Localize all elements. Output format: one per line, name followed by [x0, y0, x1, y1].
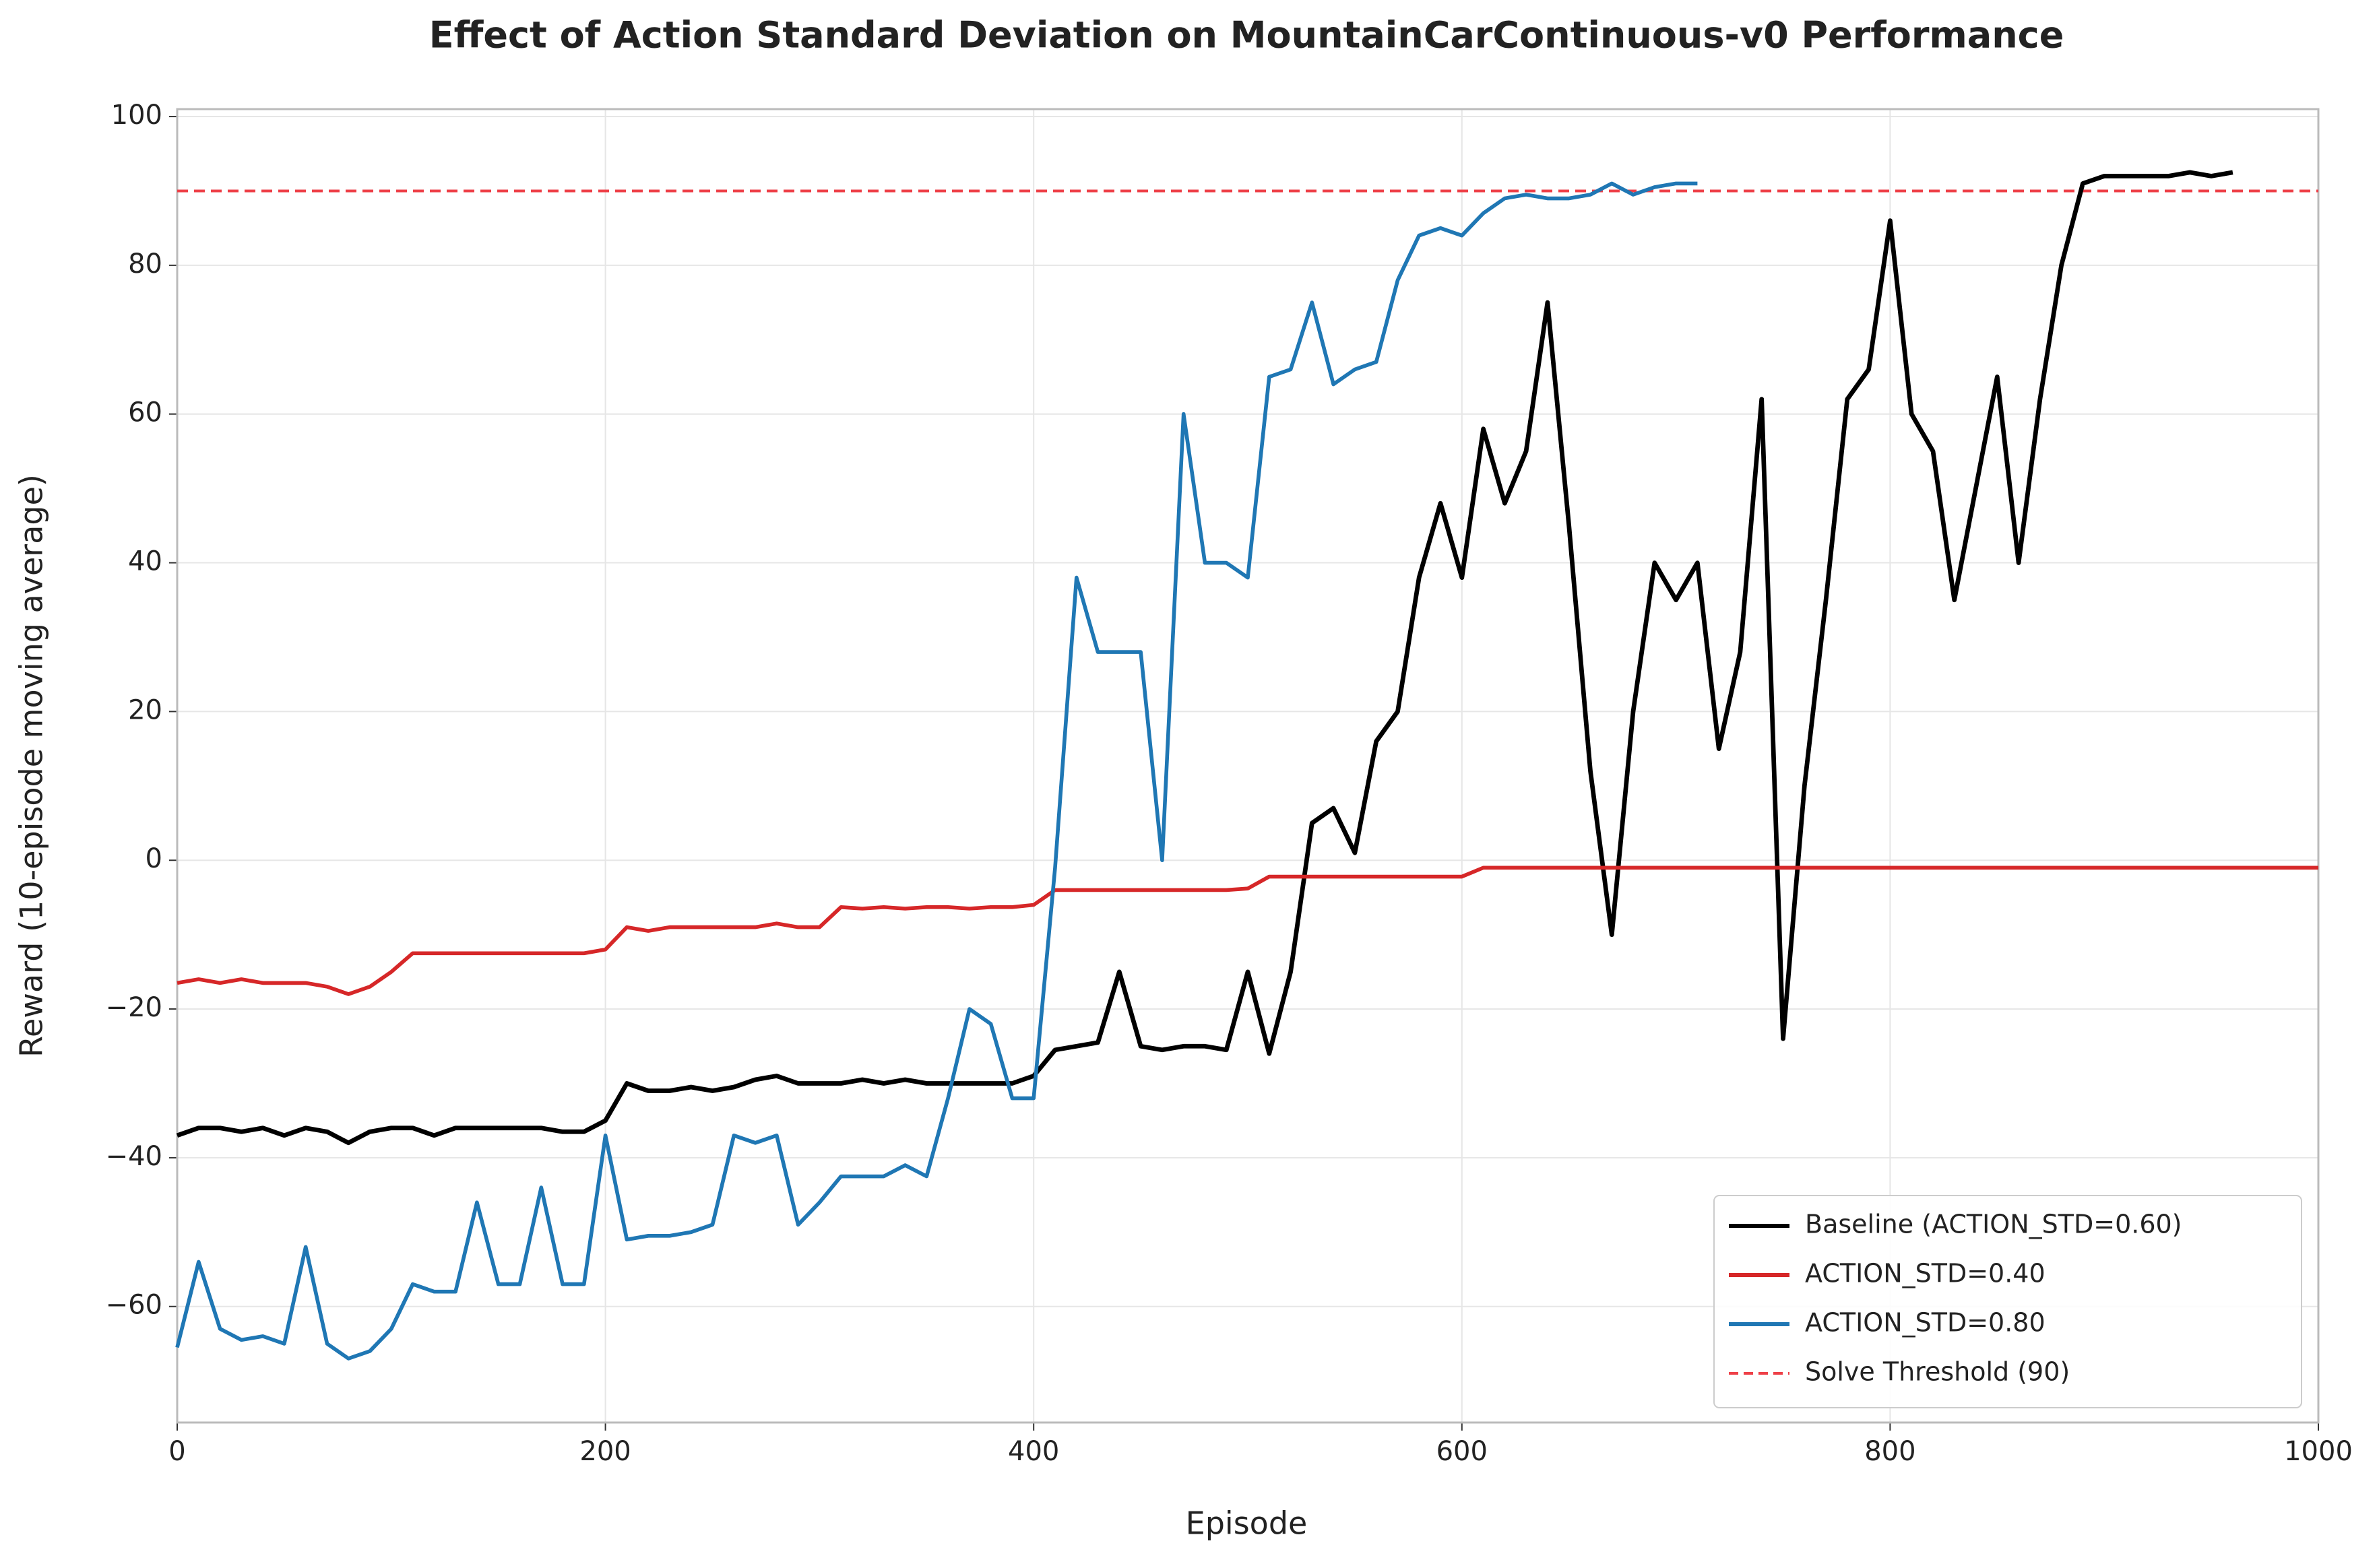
y-tick-label: 100: [111, 100, 162, 131]
legend-box: [1713, 1195, 2302, 1408]
legend-label: ACTION_STD=0.40: [1805, 1259, 2045, 1288]
x-axis-label: Episode: [1186, 1505, 1308, 1542]
y-tick-label: −60: [106, 1290, 162, 1321]
legend-label: Solve Threshold (90): [1805, 1357, 2070, 1387]
x-tick-label: 0: [168, 1436, 185, 1467]
x-tick-label: 200: [579, 1436, 631, 1467]
legend-label: ACTION_STD=0.80: [1805, 1308, 2045, 1338]
legend-label: Baseline (ACTION_STD=0.60): [1805, 1210, 2182, 1239]
series-line: [176, 170, 2233, 1146]
x-tick-label: 1000: [2284, 1436, 2353, 1467]
x-tick-label: 600: [1436, 1436, 1488, 1467]
y-tick-label: 60: [128, 397, 162, 428]
chart-title: Effect of Action Standard Deviation on M…: [429, 14, 2064, 57]
y-tick-label: 20: [128, 694, 162, 725]
series-line: [177, 865, 2318, 996]
y-tick-label: 40: [128, 546, 162, 577]
y-tick-label: −20: [106, 992, 162, 1023]
y-tick-label: −40: [106, 1141, 162, 1172]
y-tick-label: 0: [146, 843, 162, 874]
y-axis-label: Reward (10-episode moving average): [13, 474, 50, 1057]
series-line: [175, 181, 1698, 1361]
x-tick-label: 400: [1008, 1436, 1059, 1467]
x-tick-label: 800: [1864, 1436, 1915, 1467]
y-tick-label: 80: [128, 249, 162, 280]
plot-frame: [176, 108, 2320, 1424]
